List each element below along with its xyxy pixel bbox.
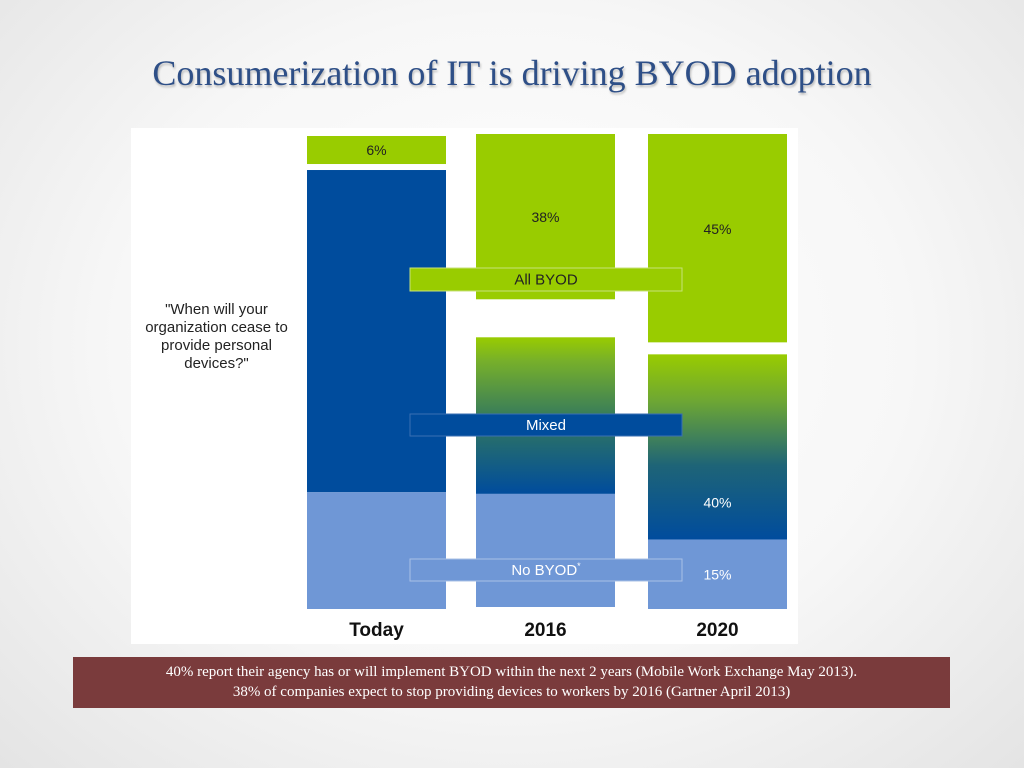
data-label-mixed-2020: 40% xyxy=(703,495,731,511)
legend-all-byod-text: All BYOD xyxy=(514,272,578,289)
data-label-all-byod-2020: 45% xyxy=(703,221,731,237)
bar-no-byod-2016 xyxy=(476,493,615,607)
legend-no-byod-text: No BYOD* xyxy=(511,561,581,579)
x-tick-label-2020: 2020 xyxy=(696,620,738,641)
footer-line-2: 38% of companies expect to stop providin… xyxy=(232,684,791,700)
data-label-no-byod-2020: 15% xyxy=(703,567,731,583)
footer-line-1: 40% report their agency has or will impl… xyxy=(165,664,858,680)
legend-no-byod-bar xyxy=(409,558,683,582)
bar-all-byod-today xyxy=(307,136,446,165)
legend-no-byod-footnote-mark: * xyxy=(577,561,581,571)
stacked-bar-chart: 6% Today 38% 2016 45% 40% 15% 2020 All BYOD Mixed… xyxy=(307,134,787,641)
source-footer: 40% report their agency has or will impl… xyxy=(73,657,950,708)
data-label-all-byod-today: 6% xyxy=(366,142,386,158)
survey-question: "When will your organization cease to pr… xyxy=(145,301,288,372)
bar-all-byod-2020 xyxy=(648,134,787,343)
chart-panel: "When will your organization cease to pr… xyxy=(131,128,798,644)
x-tick-label-2016: 2016 xyxy=(524,620,566,641)
bar-mixed-today xyxy=(307,170,446,493)
slide-title: Consumerization of IT is driving BYOD ad… xyxy=(152,53,872,93)
bar-no-byod-today xyxy=(307,492,446,609)
legend-all-byod-bar xyxy=(409,267,683,292)
legend-mixed-bar xyxy=(409,413,683,437)
x-tick-label-today: Today xyxy=(349,620,404,641)
bar-mixed-2020 xyxy=(648,354,787,540)
legend-mixed-text: Mixed xyxy=(526,417,566,434)
data-label-all-byod-2016: 38% xyxy=(531,209,559,225)
